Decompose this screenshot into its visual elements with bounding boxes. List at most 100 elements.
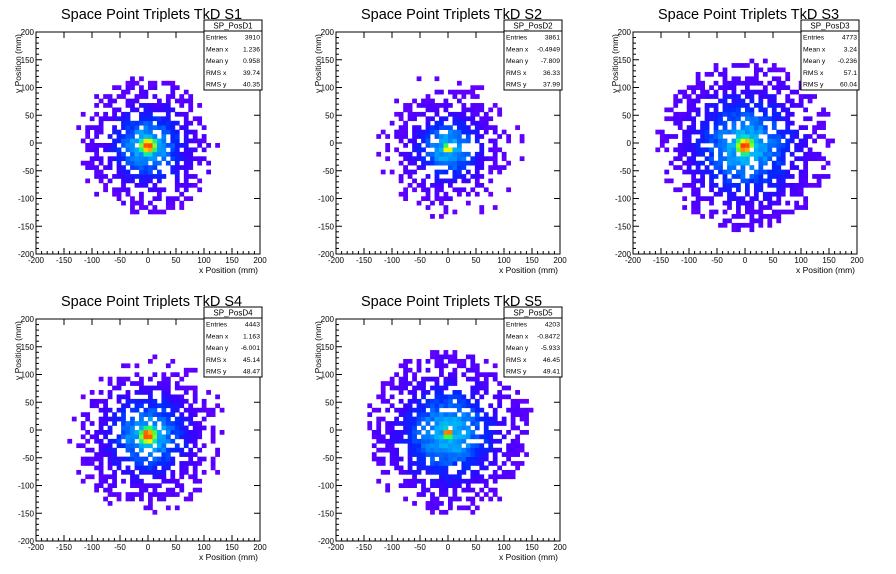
heatmap-cell xyxy=(465,443,471,449)
heatmap-cell xyxy=(443,474,449,480)
heatmap-cell xyxy=(170,196,176,202)
y-tick-label: 0 xyxy=(30,426,35,435)
heatmap-cell xyxy=(156,469,162,475)
heatmap-cell xyxy=(713,116,719,122)
x-tick-label: -200 xyxy=(328,543,345,552)
heatmap-cell xyxy=(740,143,746,148)
heatmap-cell xyxy=(112,416,117,422)
heatmap-cell xyxy=(215,452,220,457)
heatmap-cell xyxy=(403,483,408,489)
heatmap-cell xyxy=(515,398,520,404)
heatmap-cell xyxy=(461,394,467,400)
x-tick-label: 200 xyxy=(850,256,864,265)
heatmap-cell xyxy=(130,143,135,148)
heatmap-cell xyxy=(762,160,768,166)
heatmap-cell xyxy=(161,147,167,153)
heatmap-cell xyxy=(403,103,408,108)
heatmap-cell xyxy=(430,403,435,409)
heatmap-cell xyxy=(456,478,462,484)
heatmap-cell xyxy=(134,80,140,86)
heatmap-cell xyxy=(188,407,194,413)
heatmap-cell xyxy=(771,151,777,157)
heatmap-cell xyxy=(143,505,149,511)
heatmap-cell xyxy=(148,138,153,144)
heatmap-cell xyxy=(745,129,750,135)
heatmap-cell xyxy=(470,111,476,117)
heatmap-cell xyxy=(89,421,95,426)
heatmap-cell xyxy=(197,434,203,440)
heatmap-cell xyxy=(497,465,503,471)
y-tick-label: 100 xyxy=(321,84,335,93)
heatmap-cell xyxy=(130,407,135,413)
heatmap-cell xyxy=(107,94,113,99)
heatmap-cell xyxy=(736,80,741,86)
heatmap-cell xyxy=(745,182,750,188)
heatmap-cell xyxy=(430,103,435,108)
heatmap-cell xyxy=(776,165,782,170)
heatmap-cell xyxy=(736,214,741,219)
heatmap-cell xyxy=(107,147,113,153)
heatmap-cell xyxy=(825,143,831,148)
heatmap-cell xyxy=(156,412,162,417)
heatmap-cell xyxy=(143,116,149,122)
heatmap-cell xyxy=(94,465,100,471)
heatmap-cell xyxy=(170,412,176,417)
heatmap-cell xyxy=(134,138,140,144)
heatmap-cell xyxy=(758,89,764,95)
x-tick-label: 150 xyxy=(822,256,836,265)
heatmap-cell xyxy=(425,505,431,511)
heatmap-cell xyxy=(461,487,467,493)
heatmap-cell xyxy=(456,421,462,426)
heatmap-cell xyxy=(501,129,507,135)
x-tick-label: 150 xyxy=(525,543,539,552)
stats-label: Entries xyxy=(206,35,228,42)
heatmap-cell xyxy=(376,394,382,400)
heatmap-cell xyxy=(192,430,198,435)
heatmap-cell xyxy=(152,94,158,99)
heatmap-cell xyxy=(448,474,453,480)
heatmap-cell xyxy=(452,381,458,386)
heatmap-cell xyxy=(798,94,804,99)
heatmap-cell xyxy=(174,182,180,188)
heatmap-cell xyxy=(443,416,449,422)
heatmap-cell xyxy=(479,394,485,400)
heatmap-cell xyxy=(183,174,189,179)
heatmap-cell xyxy=(470,407,476,413)
heatmap-cell xyxy=(170,94,176,99)
heatmap-cell xyxy=(519,461,525,466)
heatmap-cell xyxy=(130,120,135,126)
heatmap-cell xyxy=(188,165,194,170)
heatmap-cell xyxy=(116,465,122,471)
heatmap-cell xyxy=(416,403,422,409)
heatmap-cell xyxy=(156,434,162,440)
heatmap-cell xyxy=(771,182,777,188)
heatmap-cell xyxy=(803,178,809,184)
heatmap-cell xyxy=(179,156,185,162)
heatmap-cell xyxy=(474,478,480,484)
heatmap-cell xyxy=(103,447,108,453)
heatmap-cell xyxy=(174,407,180,413)
heatmap-cell xyxy=(686,107,692,113)
heatmap-cell xyxy=(673,116,679,122)
heatmap-cell xyxy=(161,107,167,113)
heatmap-cell xyxy=(718,138,723,144)
heatmap-cell xyxy=(139,447,144,453)
heatmap-cell xyxy=(767,67,773,73)
heatmap-cell xyxy=(188,107,194,113)
heatmap-cell xyxy=(745,200,750,206)
heatmap-cell xyxy=(443,354,449,360)
heatmap-cell xyxy=(691,125,697,130)
heatmap-cell xyxy=(116,434,122,440)
heatmap-cell xyxy=(439,116,444,122)
heatmap-cell xyxy=(758,129,764,135)
heatmap-cell xyxy=(816,125,822,130)
heatmap-cell xyxy=(174,505,180,511)
heatmap-cell xyxy=(519,398,525,404)
heatmap-cell xyxy=(465,412,471,417)
heatmap-cell xyxy=(745,138,750,144)
heatmap-cell xyxy=(479,107,485,113)
heatmap-cell xyxy=(731,214,737,219)
heatmap-cell xyxy=(152,403,158,409)
heatmap-cell xyxy=(112,147,117,153)
heatmap-cell xyxy=(412,461,417,466)
